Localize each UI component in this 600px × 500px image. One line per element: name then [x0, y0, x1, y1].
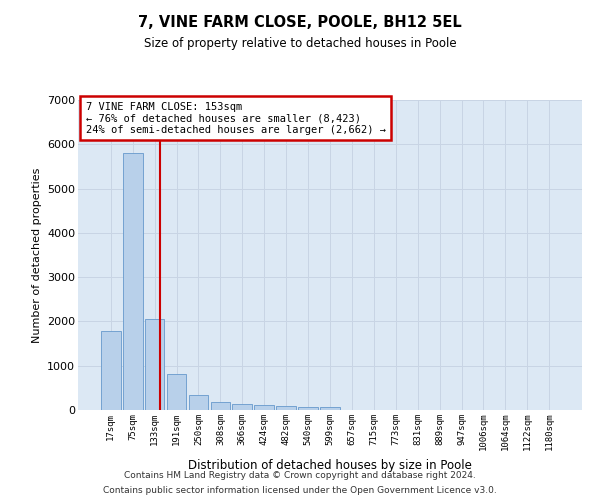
Bar: [101, 331, 121, 410]
Text: Size of property relative to detached houses in Poole: Size of property relative to detached ho…: [143, 38, 457, 51]
X-axis label: Distribution of detached houses by size in Poole: Distribution of detached houses by size …: [188, 458, 472, 471]
Bar: [145, 319, 164, 410]
Bar: [232, 404, 252, 410]
Bar: [167, 374, 187, 410]
Bar: [298, 407, 318, 410]
Text: 7, VINE FARM CLOSE, POOLE, BH12 5EL: 7, VINE FARM CLOSE, POOLE, BH12 5EL: [138, 15, 462, 30]
Bar: [276, 406, 296, 410]
Text: Contains HM Land Registry data © Crown copyright and database right 2024.: Contains HM Land Registry data © Crown c…: [124, 471, 476, 480]
Bar: [188, 395, 208, 410]
Bar: [320, 408, 340, 410]
Bar: [123, 153, 143, 410]
Y-axis label: Number of detached properties: Number of detached properties: [32, 168, 41, 342]
Bar: [254, 405, 274, 410]
Text: Contains public sector information licensed under the Open Government Licence v3: Contains public sector information licen…: [103, 486, 497, 495]
Bar: [211, 402, 230, 410]
Text: 7 VINE FARM CLOSE: 153sqm
← 76% of detached houses are smaller (8,423)
24% of se: 7 VINE FARM CLOSE: 153sqm ← 76% of detac…: [86, 102, 386, 134]
